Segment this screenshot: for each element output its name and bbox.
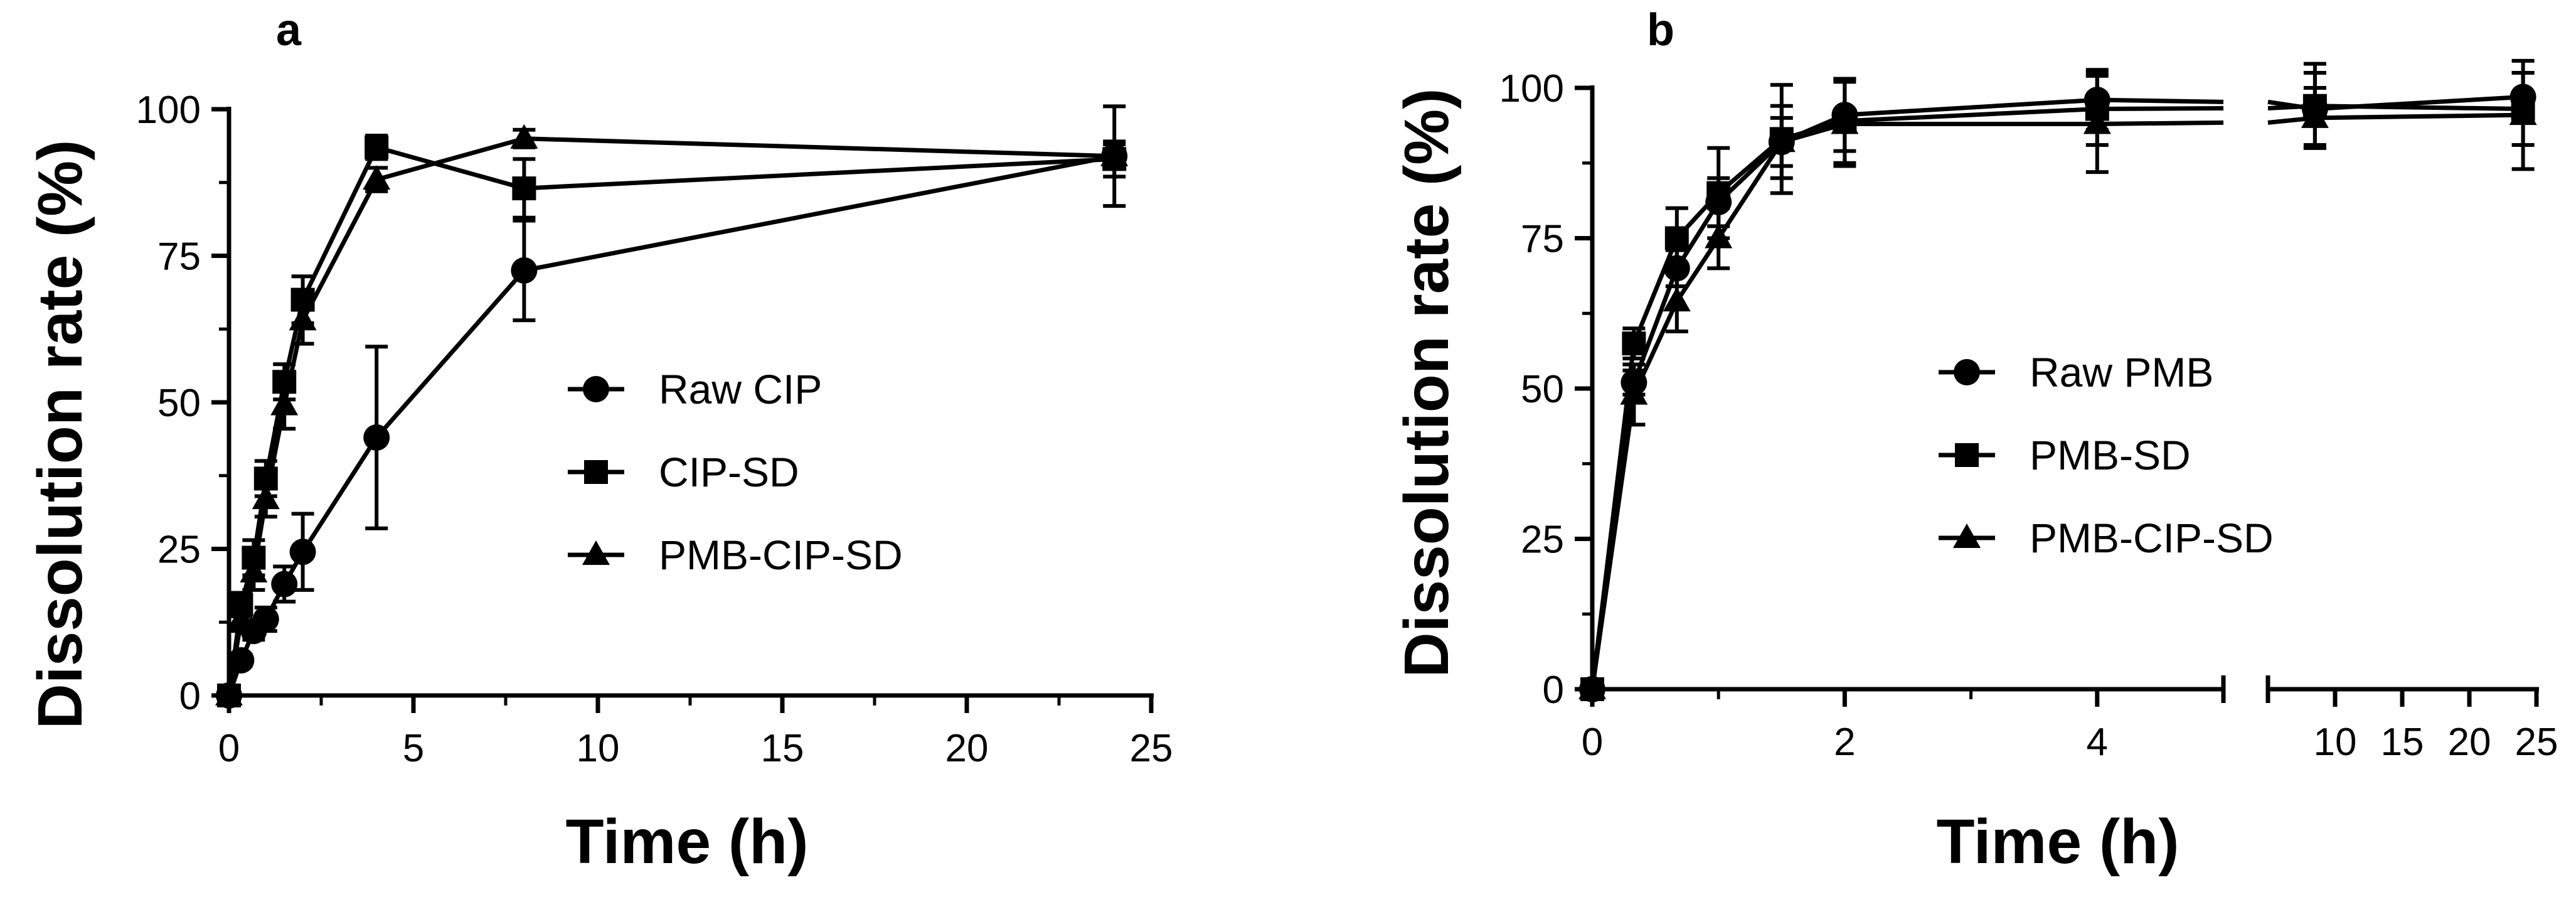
panel-a: a Time (h) Dissolution rate (%) 02550751… <box>25 5 1173 877</box>
panel-a-y-tick-label: 50 <box>157 382 201 425</box>
panel-a-line-triangle <box>226 136 1115 696</box>
panel-b-legend-label: PMB-SD <box>2030 432 2191 478</box>
panel-a-series-triangle <box>215 124 1129 706</box>
panel-b-point-triangle <box>2083 109 2111 134</box>
panel-b-point-triangle <box>1705 223 1733 249</box>
panel-b-legend-item: Raw PMB <box>1939 349 2213 395</box>
panel-a-line-square <box>226 145 1115 696</box>
panel-b-point-square <box>1706 181 1731 205</box>
panel-b-x-tick-label: 20 <box>2448 721 2491 764</box>
panel-a-y-axis-title: Dissolution rate (%) <box>25 140 95 729</box>
panel-a-point-triangle <box>252 485 280 510</box>
panel-a-y-tick-label: 25 <box>157 529 201 572</box>
panel-a-legend-item: PMB-CIP-SD <box>568 532 903 578</box>
panel-b-axes: 0 25 50 75 100 0 2 4 10 15 20 25 <box>1499 67 2558 764</box>
panel-b-legend-item: PMB-SD <box>1939 432 2191 478</box>
panel-b-point-square <box>1664 226 1689 250</box>
panel-a-point-circle <box>511 257 538 284</box>
panel-b-series-triangle <box>1578 58 2537 699</box>
panel-b-y-tick-label: 0 <box>1543 668 1564 712</box>
panel-b-point-triangle <box>1620 380 1648 405</box>
panel-a-point-square <box>512 176 536 201</box>
panel-a-x-tick-label: 20 <box>945 727 989 770</box>
panel-b-legend: Raw PMB PMB-SD PMB-CIP-SD <box>1939 349 2274 561</box>
panel-a-point-square <box>365 135 389 159</box>
panel-a-x-tick-label: 10 <box>577 727 620 770</box>
panel-b-line-triangle-segment1 <box>1590 120 2224 690</box>
panel-b-point-triangle <box>1578 675 1606 699</box>
panel-a-axes: 0 25 50 75 100 0 5 10 15 20 25 <box>136 89 1173 770</box>
panel-a-point-circle <box>363 424 390 451</box>
panel-b-x-axis-title: Time (h) <box>1936 807 2179 877</box>
panel-a-legend: Raw CIP CIP-SD PMB-CIP-SD <box>568 366 903 578</box>
panel-a-point-triangle <box>289 306 317 331</box>
panel-a-legend-marker <box>583 376 609 402</box>
panel-a-legend-label: PMB-CIP-SD <box>659 532 903 578</box>
panel-a-y-tick-label: 100 <box>136 89 201 132</box>
panel-b-x-tick-label: 0 <box>1582 721 1603 764</box>
panel-b-legend-item: PMB-CIP-SD <box>1939 515 2274 561</box>
panel-a-plot-area <box>215 104 1129 709</box>
panel-b-x-tick-label: 4 <box>2087 721 2108 764</box>
panel-b-legend-marker <box>1955 443 1979 467</box>
panel-a-legend-marker <box>582 540 610 565</box>
panel-a-x-axis-title: Time (h) <box>565 807 808 877</box>
panel-a-point-triangle <box>215 681 243 706</box>
panel-a-legend-item: Raw CIP <box>568 366 822 412</box>
panel-a-point-circle <box>271 571 298 598</box>
panel-b-legend-marker <box>1953 523 1981 548</box>
panel-a-point-triangle <box>363 165 391 190</box>
panel-b-y-tick-label: 50 <box>1521 368 1564 411</box>
panel-a-y-tick-label: 75 <box>157 235 201 279</box>
panel-b-y-tick-label: 25 <box>1521 518 1564 562</box>
panel-b-point-triangle <box>1663 287 1691 312</box>
panel-b-x-tick-label: 15 <box>2381 721 2424 764</box>
panel-b-legend-label: PMB-CIP-SD <box>2030 515 2274 561</box>
panel-b-x-tick-label: 10 <box>2314 721 2357 764</box>
panel-b-legend-label: Raw PMB <box>2030 349 2213 395</box>
panel-a-legend-item: CIP-SD <box>568 449 799 495</box>
panel-b-point-triangle <box>1767 127 1796 153</box>
panel-a-point-triangle <box>240 557 268 582</box>
panel-b-line-square-segment1 <box>1590 105 2224 690</box>
panel-a-legend-marker <box>584 460 608 484</box>
panel-b-plot-area <box>1578 58 2537 702</box>
panel-b-point-triangle <box>2509 100 2537 126</box>
panel-a-point-circle <box>252 606 279 633</box>
panel-a-x-tick-label: 15 <box>761 727 804 770</box>
panel-a-legend-label: Raw CIP <box>659 366 822 412</box>
panel-b-legend-marker <box>1954 359 1980 385</box>
panel-a-line-circle <box>226 154 1115 697</box>
panel-a-letter: a <box>276 5 302 55</box>
panel-b-x-tick-label: 2 <box>1834 721 1855 764</box>
panel-a-point-triangle <box>227 604 255 630</box>
panel-b-y-tick-label: 100 <box>1499 67 1564 110</box>
panel-b-point-triangle <box>1831 109 1859 134</box>
panel-a-point-triangle <box>510 124 538 149</box>
panel-a-point-circle <box>289 539 316 566</box>
panel-b-y-axis-title: Dissolution rate (%) <box>1392 89 1462 678</box>
panel-b-point-triangle <box>2301 103 2329 128</box>
panel-a-legend-label: CIP-SD <box>659 449 799 495</box>
panel-b: b Time (h) Dissolution rate (%) 0 25 50 75 1… <box>1392 5 2558 877</box>
panel-b-y-tick-label: 75 <box>1521 218 1564 261</box>
panel-b-point-square <box>1622 331 1646 356</box>
panel-b-x-tick-label: 25 <box>2515 721 2558 764</box>
panel-a-x-tick-label: 25 <box>1130 727 1173 770</box>
panel-a-point-triangle <box>1100 141 1129 166</box>
panel-a-x-tick-label: 0 <box>218 727 240 770</box>
panel-a-y-tick-label: 0 <box>179 675 201 718</box>
panel-a-x-tick-label: 5 <box>403 727 424 770</box>
panel-a-point-triangle <box>270 390 299 416</box>
panel-b-letter: b <box>1647 5 1674 55</box>
